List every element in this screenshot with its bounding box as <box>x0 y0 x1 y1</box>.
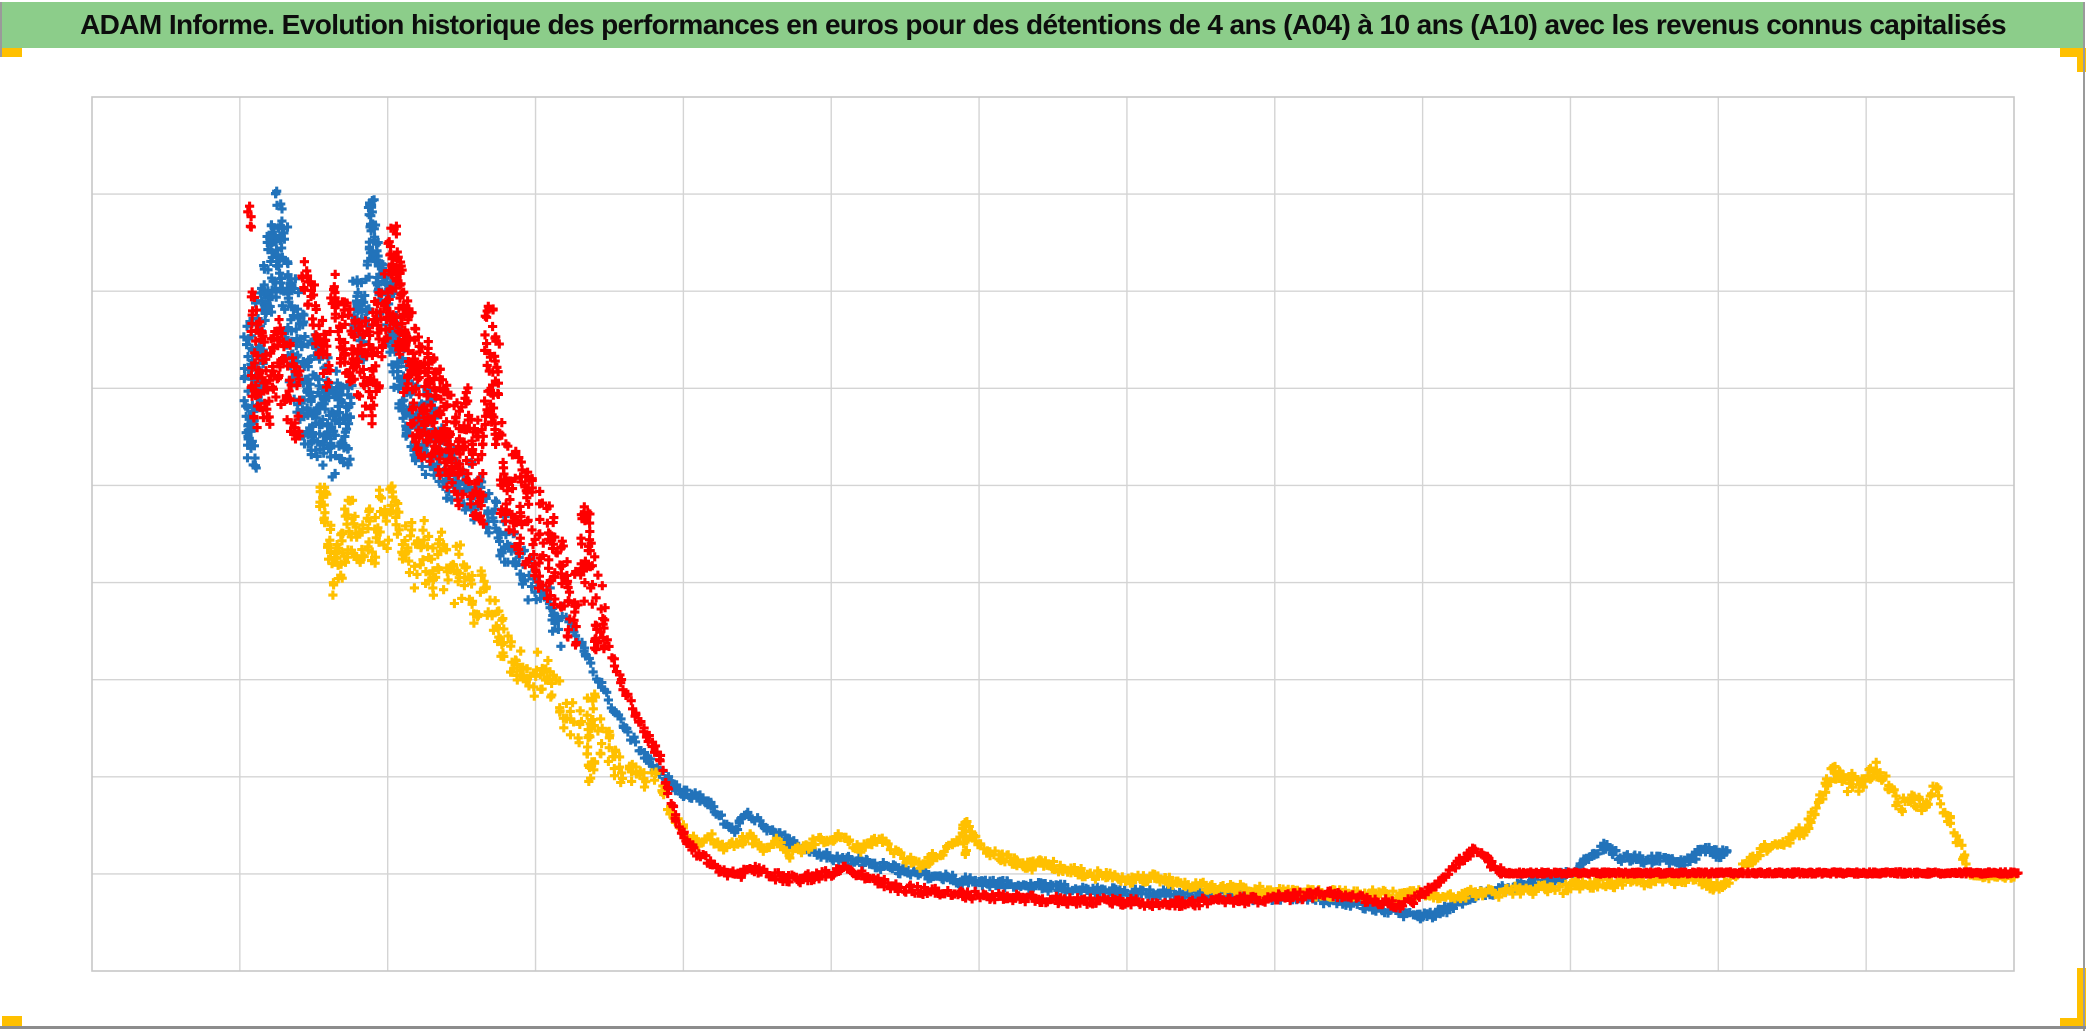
page-title: ADAM Informe. Evolution historique des p… <box>80 11 2006 39</box>
right-edge-line <box>2083 2 2085 1031</box>
corner-accent-top-left <box>2 48 22 57</box>
gridlines <box>92 97 2014 971</box>
title-bar: ADAM Informe. Evolution historique des p… <box>2 2 2084 48</box>
corner-accent-bottom-right-vertical <box>2077 968 2086 1020</box>
corner-accent-top-right-horizontal <box>2060 48 2086 57</box>
plot-border <box>91 96 2015 972</box>
bottom-edge-line <box>0 1026 2086 1029</box>
corner-accent-bottom-right-horizontal <box>2060 1018 2086 1028</box>
corner-accent-top-right-vertical <box>2077 48 2086 72</box>
left-edge-line <box>0 2 2 57</box>
series-red <box>241 200 2025 915</box>
series-gold <box>313 479 2021 906</box>
corner-accent-bottom-left <box>2 1016 22 1028</box>
